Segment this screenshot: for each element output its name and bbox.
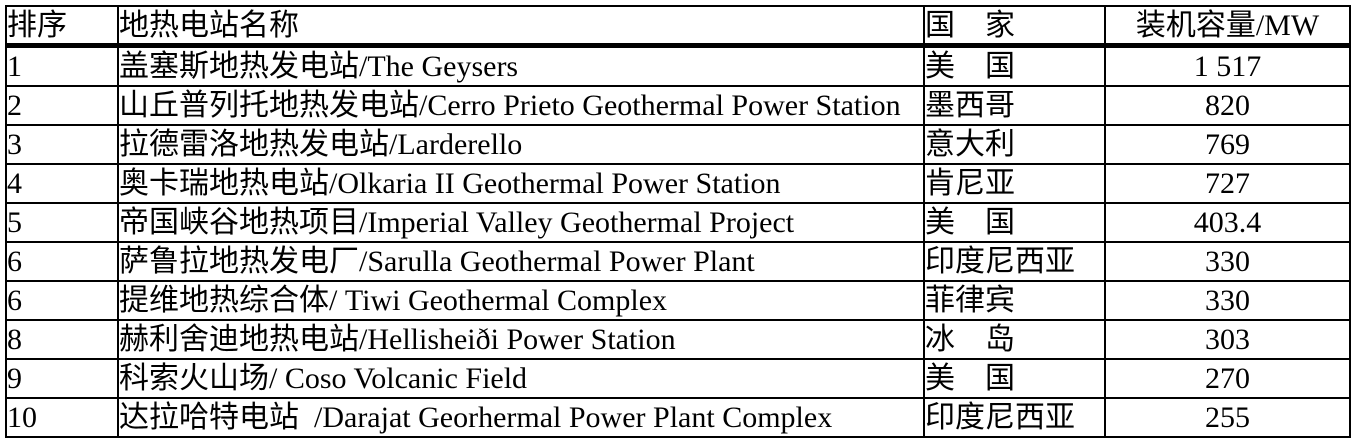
cell-country: 美 国 — [923, 202, 1106, 243]
cell-rank: 6 — [5, 280, 119, 321]
cell-name: 奥卡瑞地热电站/Olkaria II Geothermal Power Stat… — [117, 163, 925, 204]
cell-rank: 6 — [5, 241, 119, 282]
cell-country: 印度尼西亚 — [923, 397, 1106, 438]
cell-country: 菲律宾 — [923, 280, 1106, 321]
cell-capacity: 727 — [1104, 163, 1351, 204]
table-row: 8 赫利舍迪地热电站/Hellisheiði Power Station 冰 岛… — [5, 319, 1351, 360]
table-row: 5 帝国峡谷地热项目/Imperial Valley Geothermal Pr… — [5, 202, 1351, 243]
table-row: 3 拉德雷洛地热发电站/Larderello 意大利 769 — [5, 124, 1351, 165]
table-body: 1 盖塞斯地热发电站/The Geysers 美 国 1 517 2 山丘普列托… — [5, 44, 1351, 438]
cell-country: 冰 岛 — [923, 319, 1106, 360]
table-row: 4 奥卡瑞地热电站/Olkaria II Geothermal Power St… — [5, 163, 1351, 204]
cell-rank: 4 — [5, 163, 119, 204]
cell-country: 美 国 — [923, 44, 1106, 87]
cell-name: 赫利舍迪地热电站/Hellisheiði Power Station — [117, 319, 925, 360]
cell-name: 科索火山场/ Coso Volcanic Field — [117, 358, 925, 399]
column-header-capacity: 装机容量/MW — [1104, 5, 1351, 48]
table-row: 9 科索火山场/ Coso Volcanic Field 美 国 270 — [5, 358, 1351, 399]
cell-rank: 5 — [5, 202, 119, 243]
header-row: 排序 地热电站名称 国 家 装机容量/MW — [5, 5, 1351, 48]
cell-capacity: 1 517 — [1104, 44, 1351, 87]
cell-capacity: 255 — [1104, 397, 1351, 438]
table-row: 2 山丘普列托地热发电站/Cerro Prieto Geothermal Pow… — [5, 85, 1351, 126]
column-header-name: 地热电站名称 — [117, 5, 925, 48]
cell-capacity: 769 — [1104, 124, 1351, 165]
geothermal-ranking-table: 排序 地热电站名称 国 家 装机容量/MW 1 盖塞斯地热发电站/The Gey… — [5, 5, 1351, 438]
cell-name: 山丘普列托地热发电站/Cerro Prieto Geothermal Power… — [117, 85, 925, 126]
column-header-country: 国 家 — [923, 5, 1106, 48]
cell-rank: 9 — [5, 358, 119, 399]
cell-rank: 8 — [5, 319, 119, 360]
cell-name: 提维地热综合体/ Tiwi Geothermal Complex — [117, 280, 925, 321]
cell-rank: 1 — [5, 44, 119, 87]
table-row: 6 萨鲁拉地热发电厂/Sarulla Geothermal Power Plan… — [5, 241, 1351, 282]
cell-name: 萨鲁拉地热发电厂/Sarulla Geothermal Power Plant — [117, 241, 925, 282]
cell-country: 意大利 — [923, 124, 1106, 165]
table-row: 6 提维地热综合体/ Tiwi Geothermal Complex 菲律宾 3… — [5, 280, 1351, 321]
cell-rank: 10 — [5, 397, 119, 438]
cell-capacity: 403.4 — [1104, 202, 1351, 243]
cell-capacity: 303 — [1104, 319, 1351, 360]
cell-capacity: 270 — [1104, 358, 1351, 399]
cell-capacity: 820 — [1104, 85, 1351, 126]
cell-rank: 3 — [5, 124, 119, 165]
cell-country: 肯尼亚 — [923, 163, 1106, 204]
cell-country: 墨西哥 — [923, 85, 1106, 126]
table-header: 排序 地热电站名称 国 家 装机容量/MW — [5, 5, 1351, 48]
cell-capacity: 330 — [1104, 280, 1351, 321]
cell-name: 拉德雷洛地热发电站/Larderello — [117, 124, 925, 165]
cell-name: 盖塞斯地热发电站/The Geysers — [117, 44, 925, 87]
cell-name: 达拉哈特电站 /Darajat Georhermal Power Plant C… — [117, 397, 925, 438]
cell-capacity: 330 — [1104, 241, 1351, 282]
cell-country: 美 国 — [923, 358, 1106, 399]
table-row: 1 盖塞斯地热发电站/The Geysers 美 国 1 517 — [5, 44, 1351, 87]
cell-name: 帝国峡谷地热项目/Imperial Valley Geothermal Proj… — [117, 202, 925, 243]
cell-rank: 2 — [5, 85, 119, 126]
table-row: 10 达拉哈特电站 /Darajat Georhermal Power Plan… — [5, 397, 1351, 438]
cell-country: 印度尼西亚 — [923, 241, 1106, 282]
column-header-rank: 排序 — [5, 5, 119, 48]
